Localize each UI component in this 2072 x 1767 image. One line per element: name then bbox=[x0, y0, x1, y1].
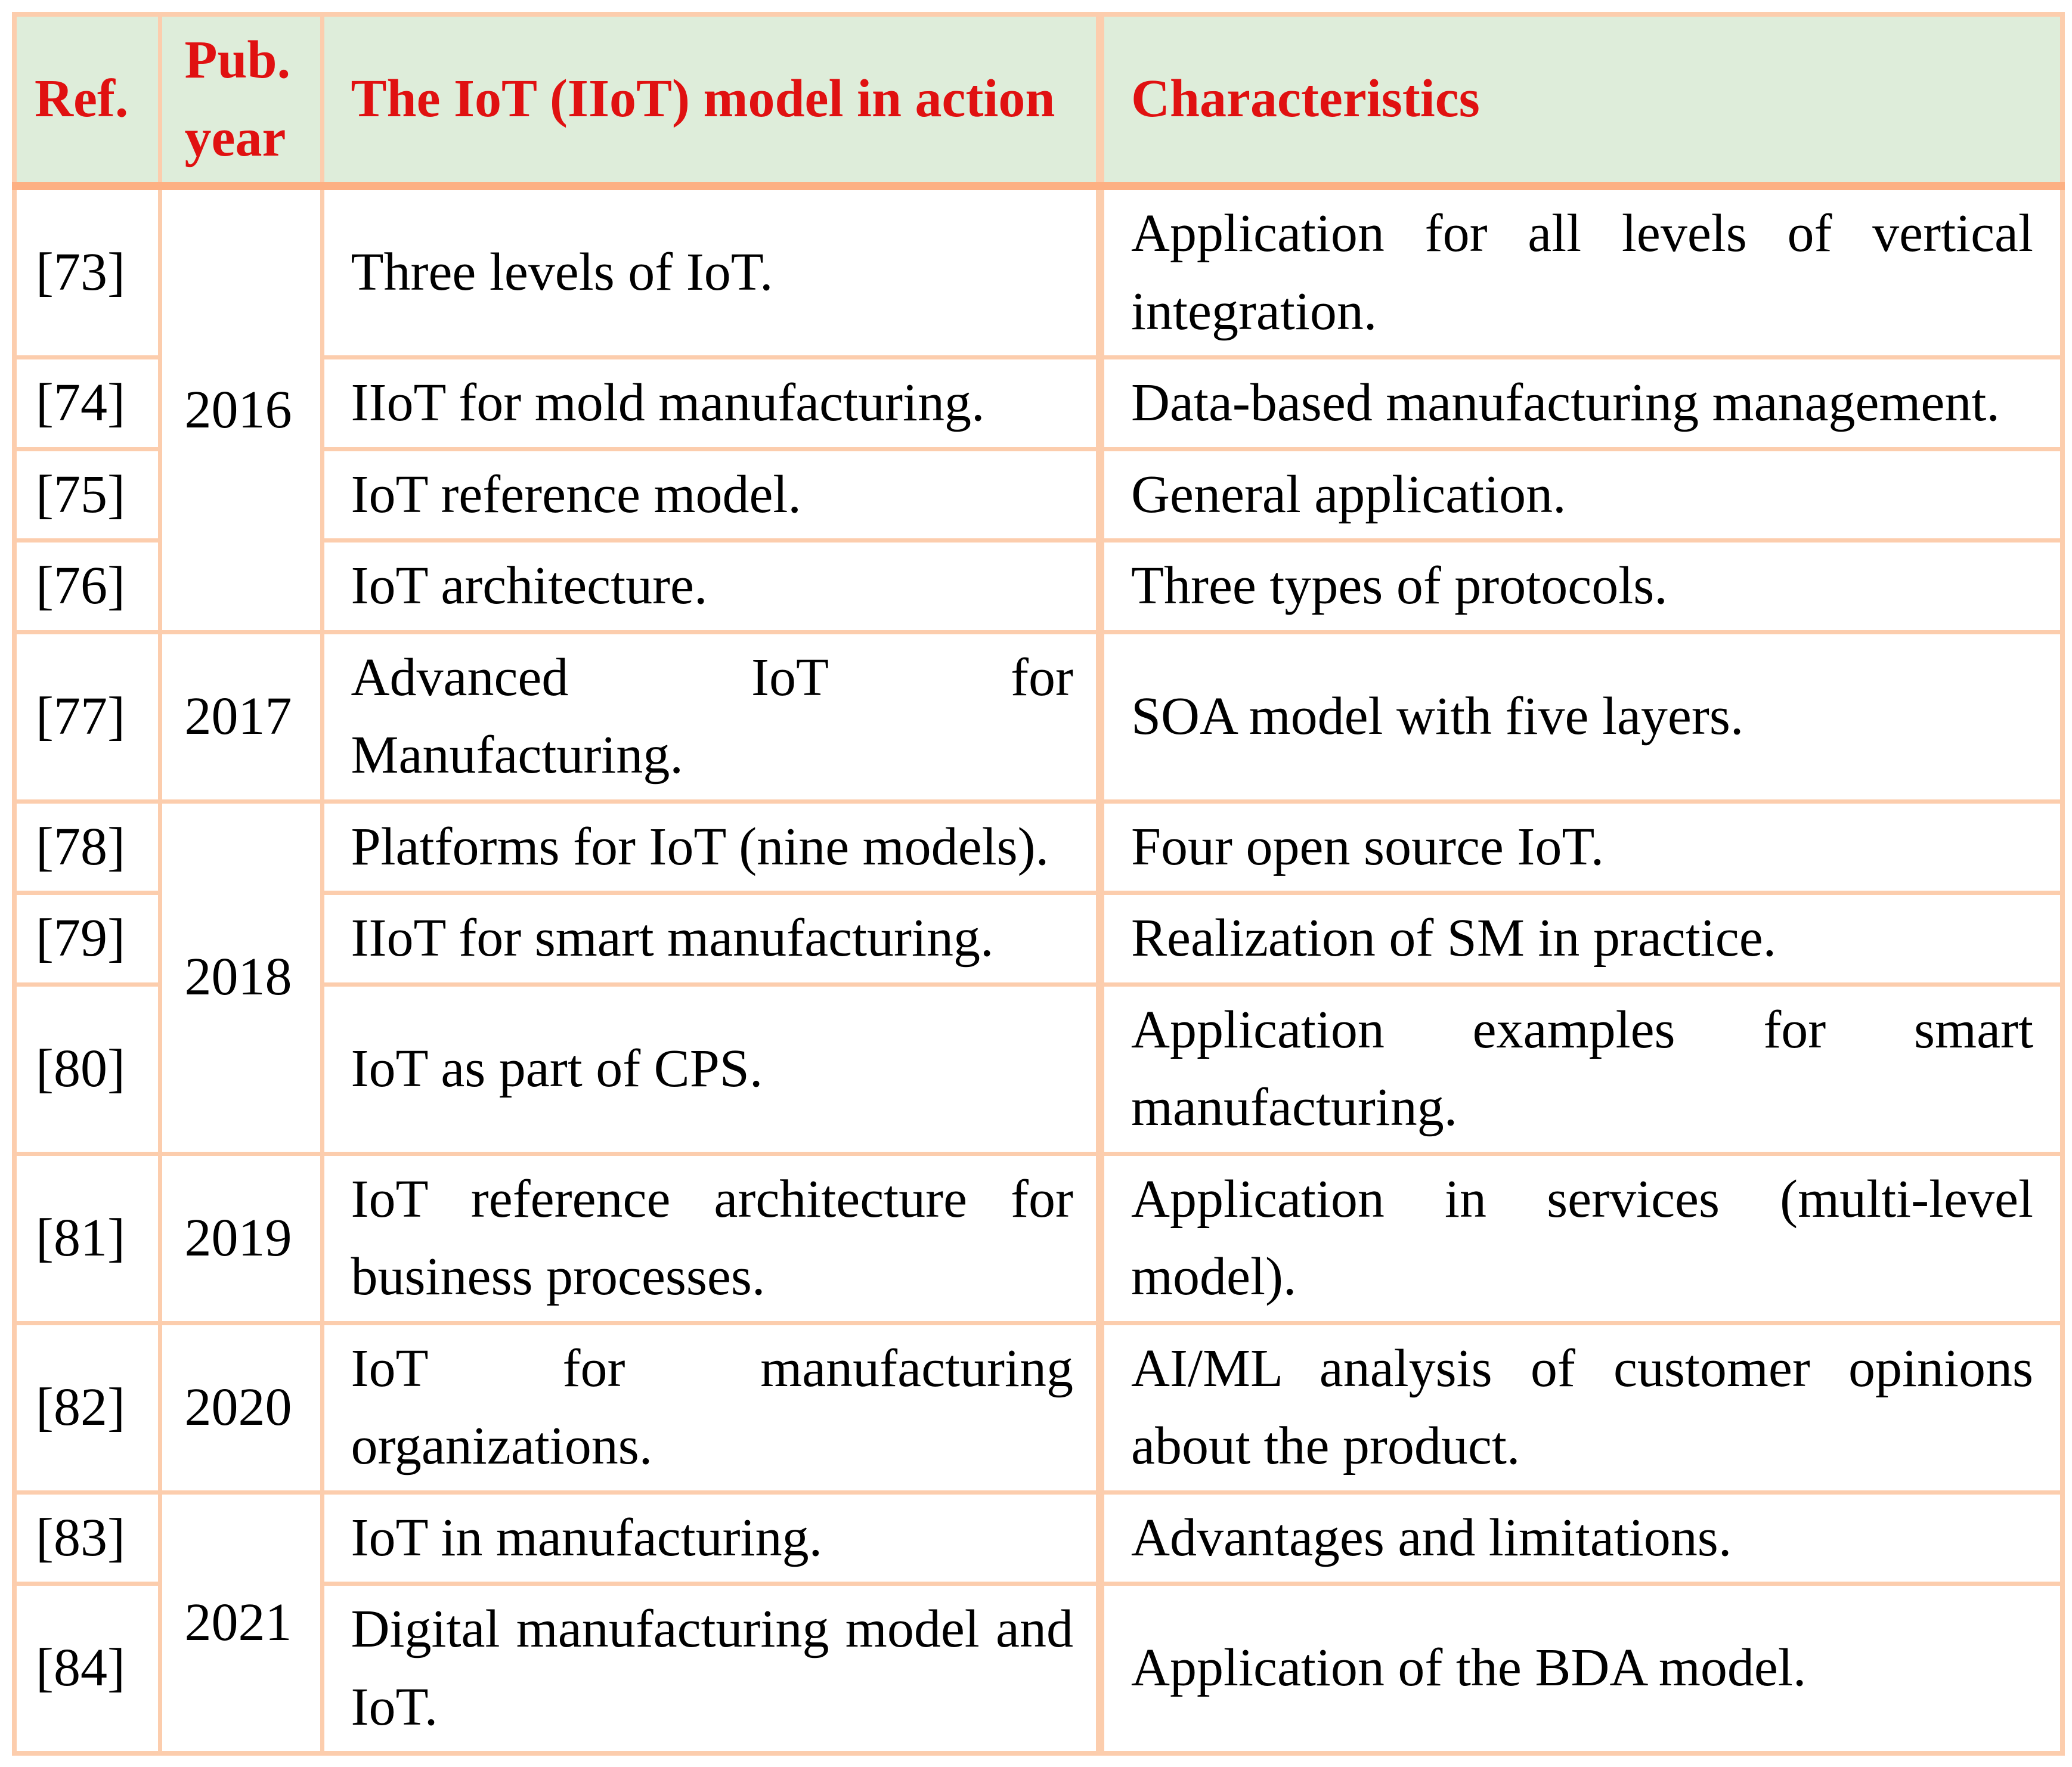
table-row: [76] IoT architecture. Three types of pr… bbox=[12, 538, 2065, 634]
table-row: [79] IIoT for smart manufacturing. Reali… bbox=[12, 891, 2065, 987]
ref-cell: [81] bbox=[12, 1151, 162, 1325]
table-row: [82] 2020 IoT for manufacturing organiza… bbox=[12, 1320, 2065, 1495]
characteristics-cell: Three types of protocols. bbox=[1096, 538, 2065, 634]
characteristics-cell: Four open source IoT. bbox=[1096, 799, 2065, 895]
ref-cell: [74] bbox=[12, 355, 162, 451]
table-row: [73] 2016 Three levels of IoT. Applicati… bbox=[12, 184, 2065, 634]
characteristics-cell: Advantages and limitations. bbox=[1096, 1490, 2065, 1586]
header-pub-year: Pub. year bbox=[157, 12, 324, 190]
characteristics-cell: Realization of SM in practice. bbox=[1096, 891, 2065, 987]
ref-cell: [75] bbox=[12, 447, 162, 542]
ref-cell: [80] bbox=[12, 982, 162, 1156]
table-row: [75] IoT reference model. General applic… bbox=[12, 447, 2065, 542]
header-characteristics: Characteristics bbox=[1096, 12, 2065, 190]
table-row: [83] 2021 IoT in manufacturing. Advantag… bbox=[12, 1490, 2065, 1756]
table-row: [80] IoT as part of CPS. Application exa… bbox=[12, 982, 2065, 1156]
characteristics-cell: SOA model with five layers. bbox=[1096, 630, 2065, 804]
year-cell: 2018 bbox=[157, 799, 324, 1156]
year-cell: 2020 bbox=[157, 1320, 324, 1495]
header-ref: Ref. bbox=[12, 12, 162, 190]
table-row: [81] 2019 IoT reference architecture for… bbox=[12, 1151, 2065, 1325]
table-row: [84] Digital manufacturing model and IoT… bbox=[12, 1582, 2065, 1756]
year-cell: 2019 bbox=[157, 1151, 324, 1325]
model-cell: Digital manufacturing model and IoT. bbox=[320, 1582, 1102, 1756]
model-cell: IIoT for mold manufacturing. bbox=[320, 355, 1102, 451]
model-cell: Three levels of IoT. bbox=[320, 184, 1102, 359]
characteristics-cell: Application in services (multi-level mod… bbox=[1096, 1151, 2065, 1325]
model-cell: Advanced IoT for Manufacturing. bbox=[320, 630, 1102, 804]
model-cell: IoT architecture. bbox=[320, 538, 1102, 634]
header-row: Ref. Pub. year The IoT (IIoT) model in a… bbox=[12, 12, 2065, 190]
model-cell: IoT in manufacturing. bbox=[320, 1490, 1102, 1586]
characteristics-cell: Data-based manufacturing management. bbox=[1096, 355, 2065, 451]
model-cell: Platforms for IoT (nine models). bbox=[320, 799, 1102, 895]
model-cell: IoT reference architecture for business … bbox=[320, 1151, 1102, 1325]
ref-cell: [84] bbox=[12, 1582, 162, 1756]
model-cell: IoT reference model. bbox=[320, 447, 1102, 542]
table-row: [77] 2017 Advanced IoT for Manufacturing… bbox=[12, 630, 2065, 804]
header-model-in-action: The IoT (IIoT) model in action bbox=[320, 12, 1102, 190]
model-cell: IIoT for smart manufacturing. bbox=[320, 891, 1102, 987]
characteristics-cell: Application for all levels of vertical i… bbox=[1096, 184, 2065, 359]
characteristics-cell: Application examples for smart manufactu… bbox=[1096, 982, 2065, 1156]
year-cell: 2017 bbox=[157, 630, 324, 804]
ref-cell: [78] bbox=[12, 799, 162, 895]
ref-cell: [73] bbox=[12, 184, 162, 359]
characteristics-cell: General application. bbox=[1096, 447, 2065, 542]
year-cell: 2016 bbox=[157, 184, 324, 634]
table-row: [74] IIoT for mold manufacturing. Data-b… bbox=[12, 355, 2065, 451]
characteristics-cell: AI/ML analysis of customer opinions abou… bbox=[1096, 1320, 2065, 1495]
ref-cell: [82] bbox=[12, 1320, 162, 1495]
ref-cell: [83] bbox=[12, 1490, 162, 1586]
characteristics-cell: Application of the BDA model. bbox=[1096, 1582, 2065, 1756]
iot-models-table: Ref. Pub. year The IoT (IIoT) model in a… bbox=[12, 12, 2065, 1756]
ref-cell: [79] bbox=[12, 891, 162, 987]
ref-cell: [76] bbox=[12, 538, 162, 634]
table-row: [78] 2018 Platforms for IoT (nine models… bbox=[12, 799, 2065, 1156]
year-cell: 2021 bbox=[157, 1490, 324, 1756]
ref-cell: [77] bbox=[12, 630, 162, 804]
model-cell: IoT for manufacturing organizations. bbox=[320, 1320, 1102, 1495]
model-cell: IoT as part of CPS. bbox=[320, 982, 1102, 1156]
